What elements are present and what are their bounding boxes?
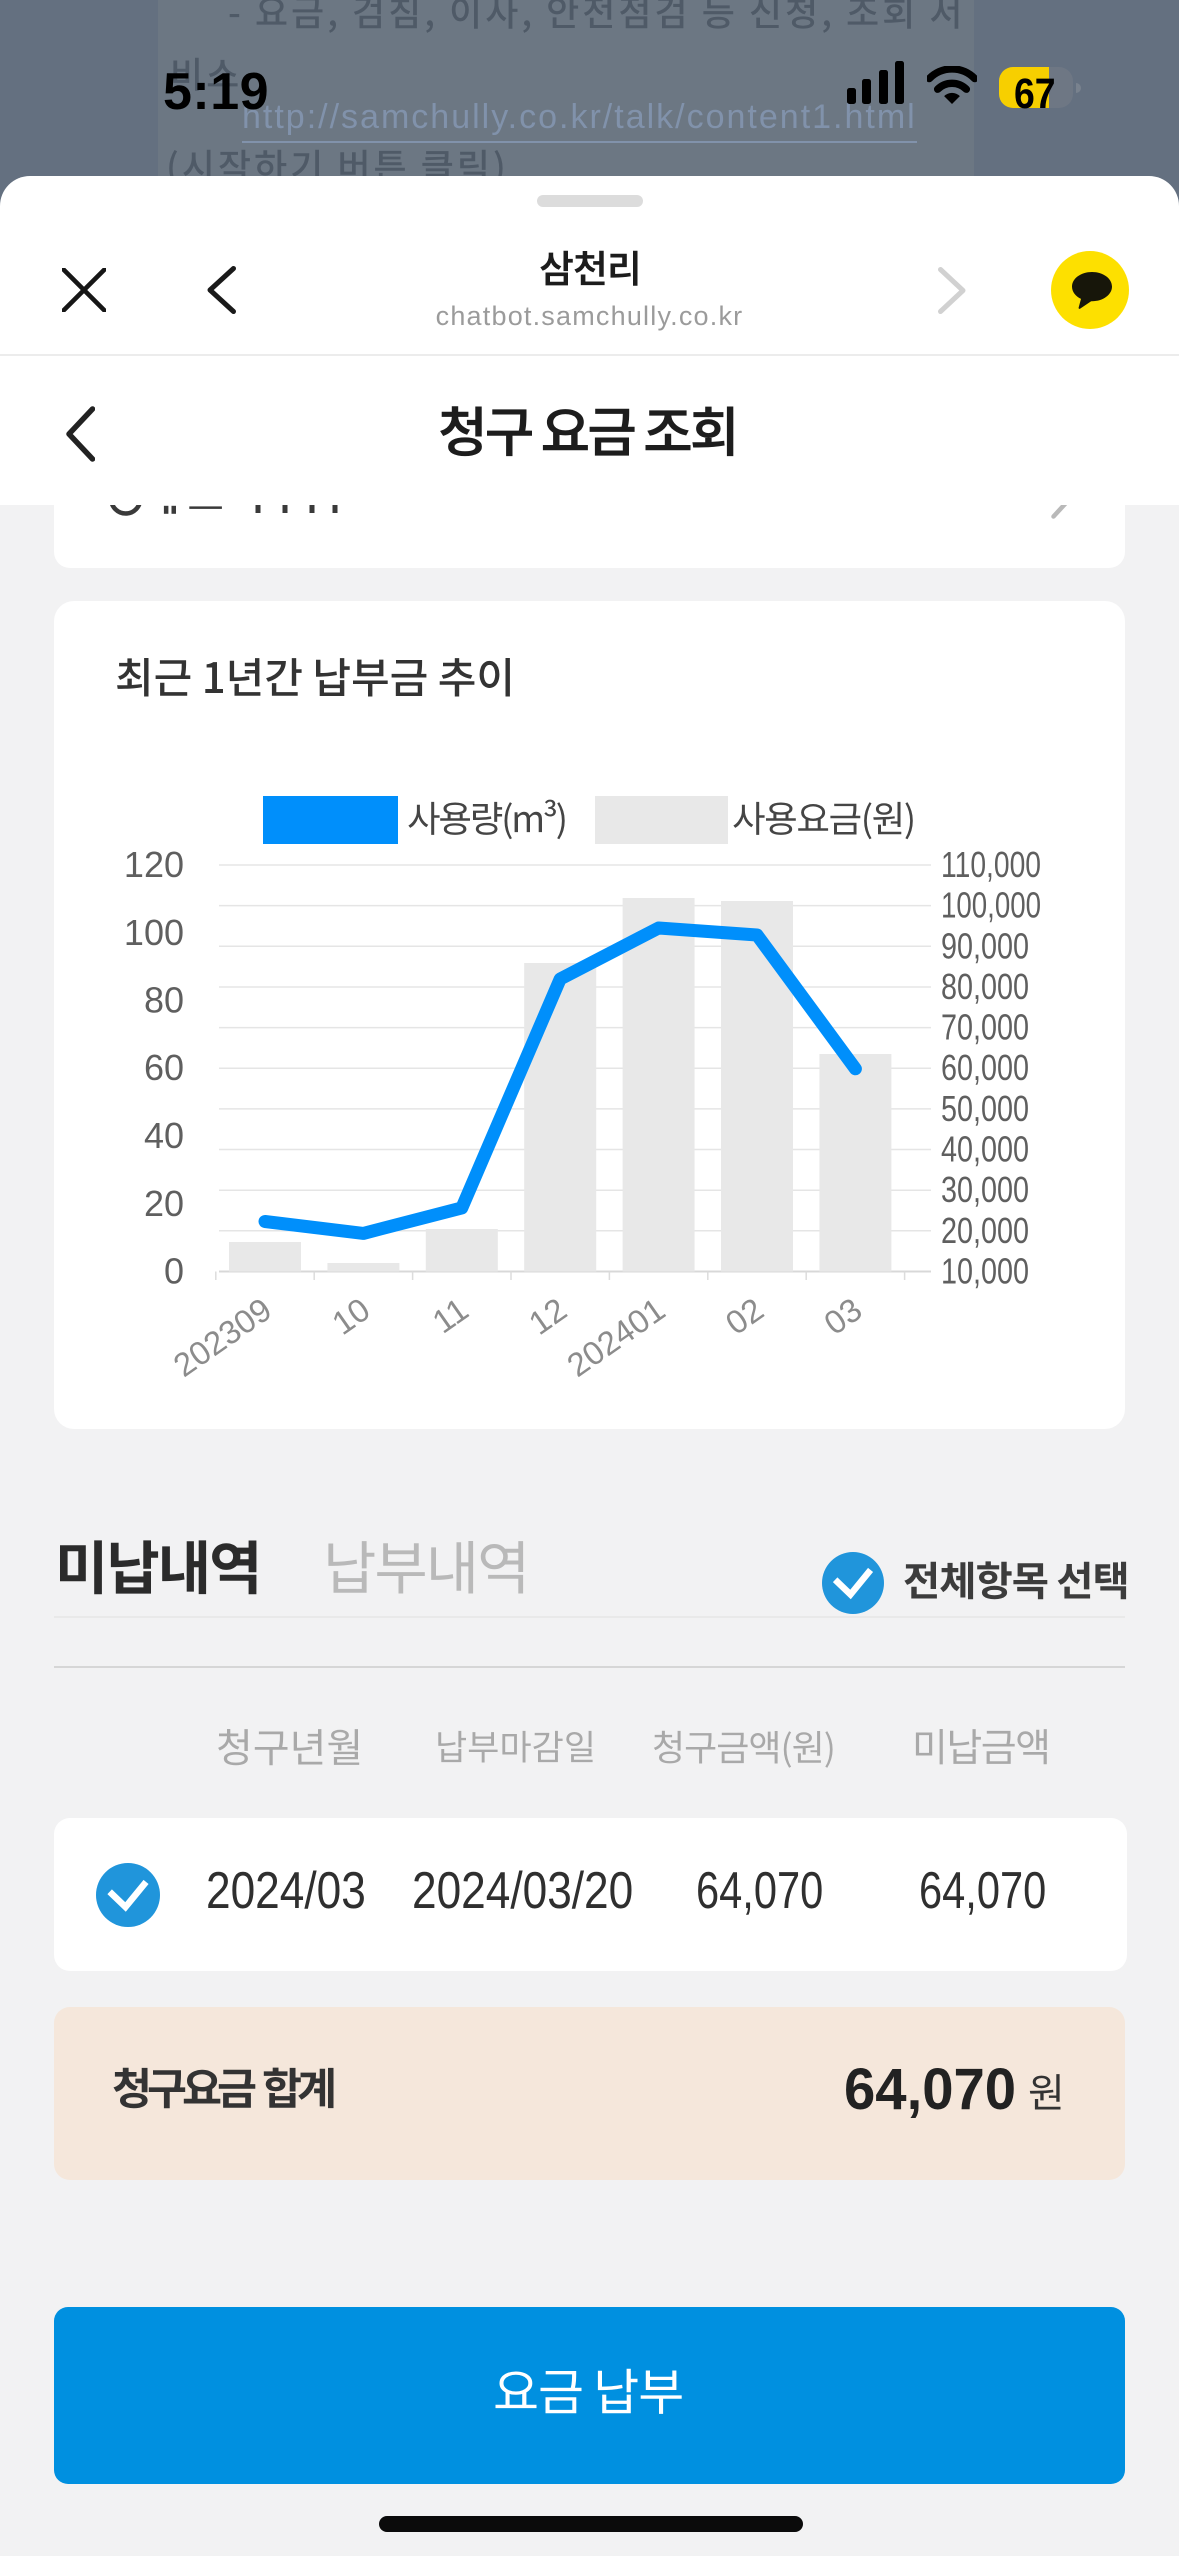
svg-text:80,000: 80,000 bbox=[941, 966, 1029, 1007]
svg-text:100: 100 bbox=[124, 912, 184, 953]
svg-text:120: 120 bbox=[124, 844, 184, 885]
svg-text:202401: 202401 bbox=[560, 1290, 671, 1383]
svg-text:110,000: 110,000 bbox=[941, 844, 1041, 885]
svg-text:60,000: 60,000 bbox=[941, 1047, 1029, 1088]
svg-text:202309: 202309 bbox=[167, 1290, 278, 1383]
svg-text:20: 20 bbox=[144, 1183, 184, 1224]
svg-text:100,000: 100,000 bbox=[941, 885, 1041, 926]
svg-text:03: 03 bbox=[817, 1290, 868, 1341]
svg-text:50,000: 50,000 bbox=[941, 1088, 1029, 1129]
svg-text:80: 80 bbox=[144, 980, 184, 1021]
svg-text:11: 11 bbox=[426, 1290, 475, 1340]
svg-text:40: 40 bbox=[144, 1115, 184, 1156]
svg-text:30,000: 30,000 bbox=[941, 1169, 1029, 1210]
svg-text:40,000: 40,000 bbox=[941, 1129, 1029, 1170]
svg-text:10: 10 bbox=[325, 1290, 376, 1341]
svg-text:70,000: 70,000 bbox=[941, 1007, 1029, 1048]
svg-text:90,000: 90,000 bbox=[941, 925, 1029, 966]
svg-text:20,000: 20,000 bbox=[941, 1210, 1029, 1251]
svg-text:60: 60 bbox=[144, 1047, 184, 1088]
svg-text:12: 12 bbox=[522, 1290, 573, 1341]
svg-text:10,000: 10,000 bbox=[941, 1251, 1029, 1292]
svg-text:02: 02 bbox=[719, 1290, 770, 1341]
svg-text:0: 0 bbox=[164, 1251, 184, 1292]
